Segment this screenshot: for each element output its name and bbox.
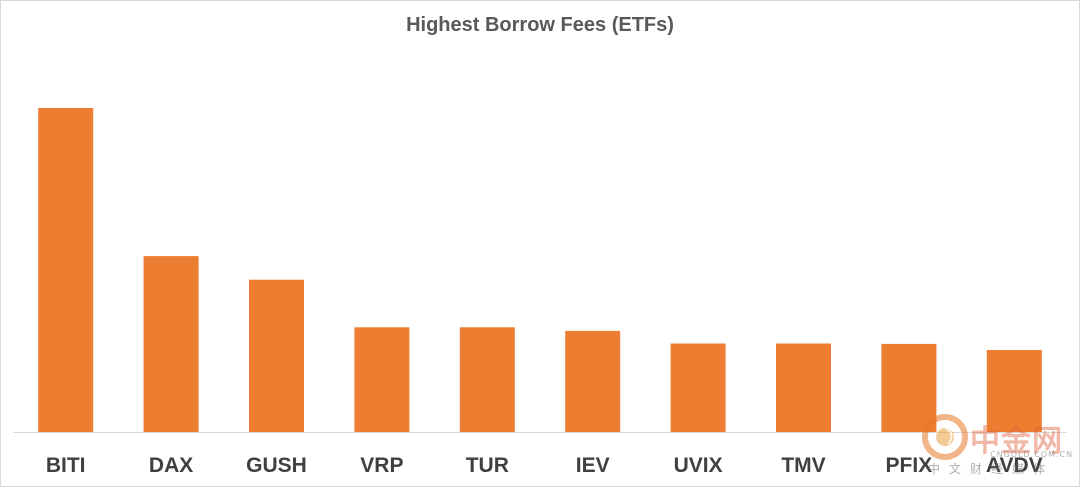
bar-biti	[38, 108, 94, 432]
bar-tmv	[776, 343, 831, 432]
x-tick-label-biti: BITI	[46, 454, 86, 477]
x-tick-label-vrp: VRP	[360, 454, 403, 477]
bar-avdv	[986, 350, 1042, 432]
bar-tur	[459, 327, 515, 432]
cngold-logo-icon	[922, 414, 968, 460]
bar-vrp	[354, 327, 410, 432]
bar-iev	[565, 330, 621, 432]
x-tick-label-gush: GUSH	[246, 454, 307, 477]
x-tick-label-tmv: TMV	[781, 454, 825, 477]
x-tick-label-tur: TUR	[466, 454, 509, 477]
bar-uvix	[670, 343, 726, 432]
bar-pfix	[881, 343, 937, 432]
bar-gush	[249, 279, 304, 432]
x-tick-label-dax: DAX	[149, 454, 193, 477]
watermark-subtitle: 中文财经媒体	[928, 462, 1055, 476]
chart-title: Highest Borrow Fees (ETFs)	[406, 14, 674, 36]
watermark-url: CNGOLD.COM.CN	[990, 450, 1074, 459]
x-tick-label-pfix: PFIX	[886, 454, 933, 477]
watermark: 中金网 CNGOLD.COM.CN 中文财经媒体	[920, 410, 1074, 480]
x-tick-label-avdv: AVDV	[986, 454, 1043, 477]
x-tick-label-uvix: UVIX	[674, 454, 723, 477]
x-tick-label-iev: IEV	[576, 454, 610, 477]
watermark-name: 中金网	[970, 424, 1063, 459]
bar-dax	[143, 256, 199, 432]
